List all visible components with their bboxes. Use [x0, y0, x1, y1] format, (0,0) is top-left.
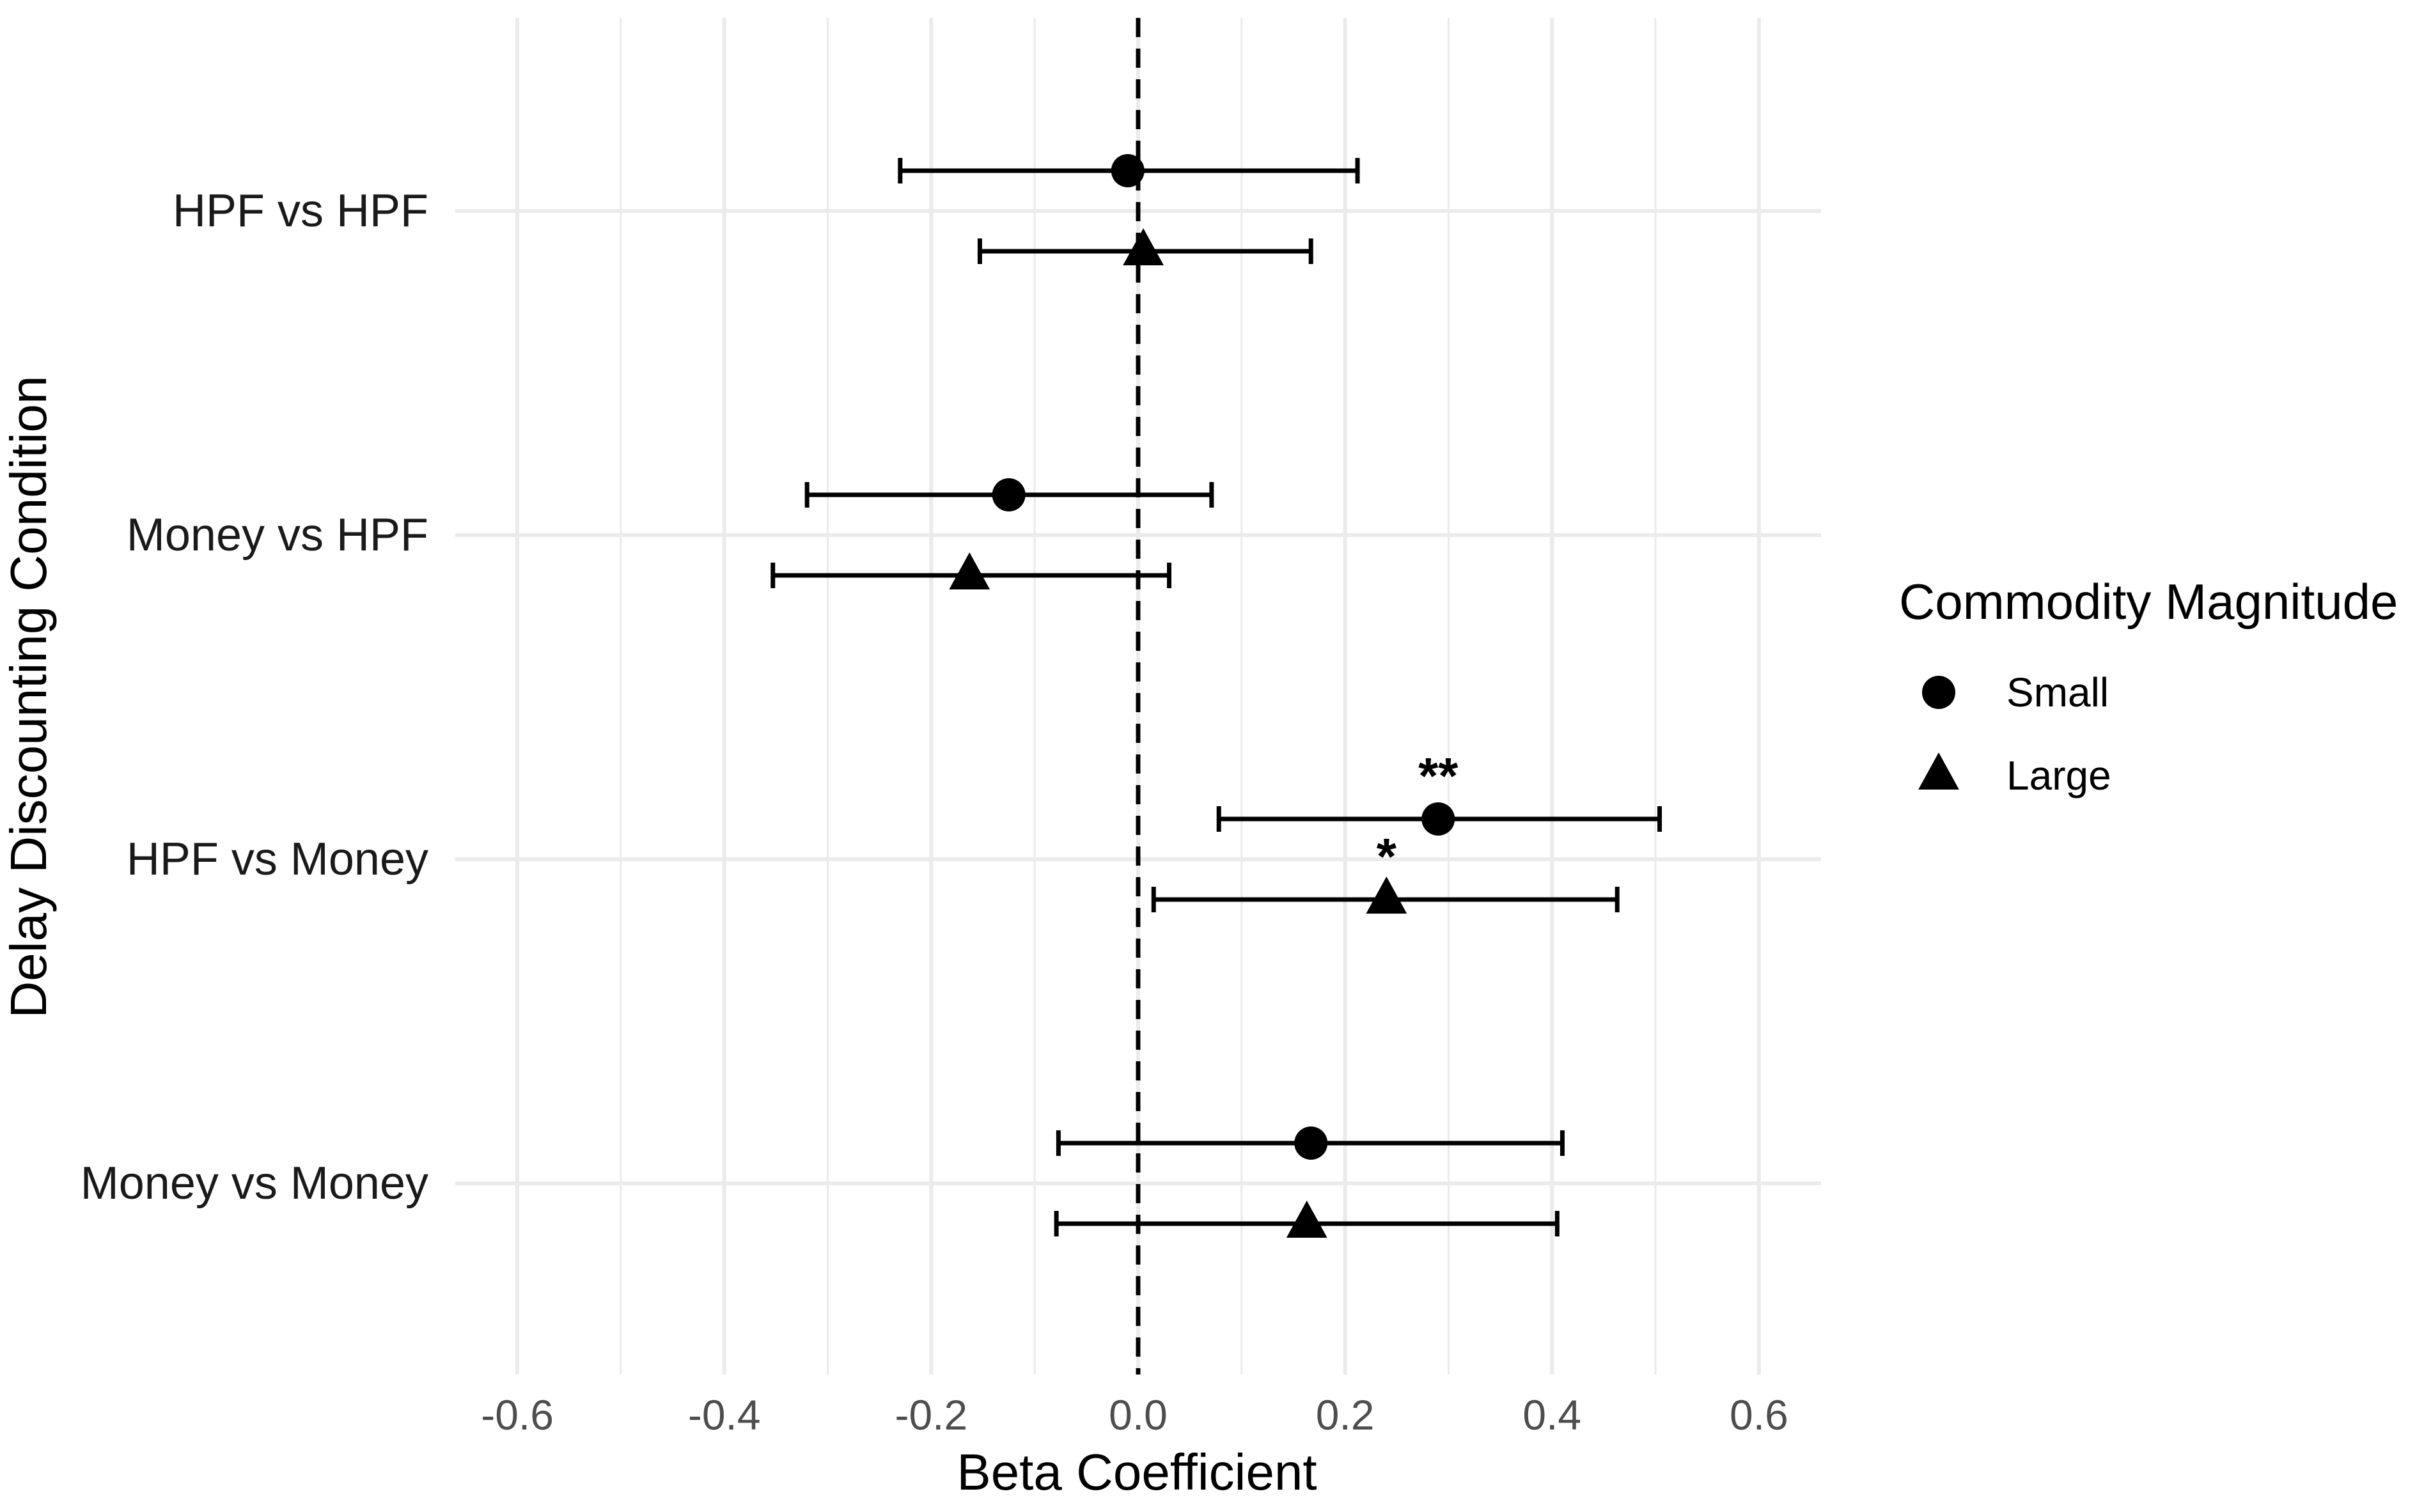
point-estimate-triangle: [1123, 228, 1164, 266]
estimates-layer: ***: [770, 154, 1662, 1238]
point-estimate-circle: [1421, 802, 1455, 836]
series-small: **: [804, 154, 1662, 1160]
legend-item-small: Small: [1922, 669, 2109, 715]
x-tick-label: -0.4: [688, 1391, 761, 1438]
point-estimate-triangle: [949, 552, 990, 590]
legend-key-triangle: [1918, 752, 1959, 790]
y-axis-category-labels: HPF vs HPF Money vs HPF HPF vs Money Money …: [81, 185, 428, 1209]
legend-label: Small: [2006, 669, 2109, 715]
legend-label: Large: [2006, 752, 2111, 799]
x-tick-label: 0.2: [1316, 1391, 1375, 1438]
category-label: Money vs Money: [81, 1158, 428, 1209]
legend-item-large: Large: [1918, 752, 2111, 799]
x-tick-label: 0.0: [1109, 1391, 1168, 1438]
legend-title: Commodity Magnitude: [1899, 573, 2398, 630]
significance-label: **: [1418, 747, 1458, 804]
point-estimate-triangle: [1366, 877, 1407, 914]
point-estimate-circle: [1294, 1126, 1328, 1160]
category-label: HPF vs Money: [127, 834, 428, 885]
significance-label: *: [1377, 828, 1397, 885]
category-label: HPF vs HPF: [173, 185, 428, 237]
x-tick-label: 0.6: [1730, 1391, 1788, 1438]
x-axis-tick-labels: -0.6 -0.4 -0.2 0.0 0.2 0.4 0.6: [481, 1391, 1788, 1438]
x-tick-label: -0.6: [481, 1391, 554, 1438]
x-tick-label: 0.4: [1522, 1391, 1581, 1438]
x-axis-title: Beta Coefficient: [957, 1444, 1317, 1500]
point-estimate-circle: [992, 478, 1026, 511]
x-tick-label: -0.2: [895, 1391, 967, 1438]
legend-key-circle: [1922, 676, 1955, 709]
category-label: Money vs HPF: [127, 510, 428, 561]
point-estimate-circle: [1111, 154, 1145, 187]
y-axis-title: Delay Discounting Condition: [0, 376, 57, 1018]
legend: Commodity Magnitude Small Large: [1899, 573, 2398, 799]
point-estimate-triangle: [1286, 1201, 1327, 1238]
series-large: *: [770, 228, 1620, 1238]
